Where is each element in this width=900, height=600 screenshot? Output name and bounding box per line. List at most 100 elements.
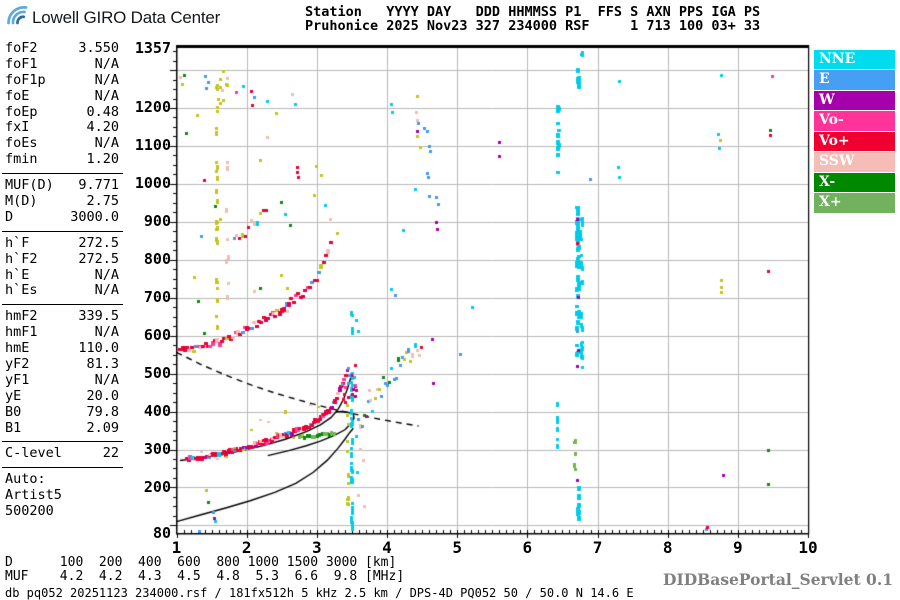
x-tick-label: 1 — [171, 538, 182, 557]
param-row: C-level 22 — [5, 446, 119, 462]
param-label: hmF2 — [5, 308, 38, 325]
giro-logo-icon — [6, 4, 29, 31]
y-tick-label: 1357 — [134, 38, 171, 57]
param-row: foF1p N/A — [5, 71, 119, 89]
x-tick-label: 5 — [452, 538, 462, 557]
param-row: foEp 0.48 — [5, 103, 119, 121]
y-tick-label: 1200 — [134, 98, 171, 117]
measurement-info-line: db pq052 20251123 234000.rsf / 181fx512h… — [5, 586, 634, 600]
param-row: yF1 N/A — [5, 371, 119, 389]
param-value: 0.48 — [86, 103, 119, 120]
param-value: 1.20 — [86, 151, 119, 168]
legend-item-vo: Vo+ — [814, 131, 895, 152]
y-tick-label: 400 — [143, 402, 171, 421]
x-tick-label: 9 — [733, 538, 743, 557]
param-row: foE N/A — [5, 87, 119, 105]
param-label: fmin — [5, 151, 38, 168]
param-label: yE — [5, 387, 22, 404]
param-label: yF1 — [5, 371, 30, 388]
param-row: B1 2.09 — [5, 419, 119, 437]
param-label: h`F — [5, 234, 30, 251]
x-tick-label: 4 — [382, 538, 392, 557]
param-row: yE 20.0 — [5, 387, 119, 405]
param-label: D — [5, 208, 14, 225]
param-value: 20.0 — [86, 387, 119, 404]
param-value: 339.5 — [78, 308, 119, 325]
brand-title: Lowell GIRO Data Center — [32, 7, 221, 27]
panel-separator — [2, 226, 123, 236]
panel-separator — [2, 462, 123, 472]
x-tick-label: 6 — [522, 538, 533, 557]
param-label: MUF(D) — [5, 177, 54, 194]
legend-item-x: X- — [814, 172, 895, 193]
x-tick-label: 7 — [592, 538, 603, 557]
panel-separator — [2, 168, 123, 178]
param-row: yF2 81.3 — [5, 356, 119, 373]
param-row: hmE 110.0 — [5, 340, 119, 357]
param-row: foF2 3.550 — [5, 40, 119, 57]
param-row: hmF1 N/A — [5, 324, 119, 341]
param-label: Artist5 — [5, 487, 62, 504]
servlet-version-label: DIDBasePortal_Servlet 0.1 — [663, 570, 893, 589]
param-label: foF1p — [5, 71, 46, 88]
x-tick-label: 8 — [662, 538, 673, 557]
x-tick-label: 10 — [798, 538, 818, 557]
param-row: foF1 N/A — [5, 55, 119, 73]
y-tick-label: 900 — [143, 212, 171, 231]
param-label: foEp — [5, 103, 38, 120]
param-label: foF2 — [5, 40, 38, 56]
param-value: 272.5 — [78, 234, 119, 251]
param-label: h`F2 — [5, 250, 38, 267]
param-label: h`E — [5, 266, 30, 283]
legend-item-nne: NNE — [814, 50, 895, 70]
y-tick-label: 80 — [152, 523, 171, 542]
param-value: 81.3 — [86, 356, 119, 373]
y-tick-label: 700 — [143, 288, 171, 307]
y-tick-label: 1000 — [134, 174, 171, 193]
param-row: h`F 272.5 — [5, 234, 119, 252]
param-label: yF2 — [5, 356, 30, 373]
param-label: B1 — [5, 419, 22, 436]
panel-separator — [2, 299, 123, 309]
param-value: N/A — [94, 55, 119, 72]
param-value: 272.5 — [78, 250, 119, 267]
y-tick-label: 200 — [143, 477, 171, 496]
param-row: 500200 — [5, 503, 119, 520]
legend-item-e: E — [814, 70, 895, 90]
param-label: Auto: — [5, 471, 46, 488]
y-tick-label: 600 — [143, 326, 171, 345]
param-label: foF1 — [5, 55, 38, 72]
param-row: fxI 4.20 — [5, 120, 119, 136]
station-header-line1: Station YYYY DAY DDD HHMMSS P1 FFS S AXN… — [305, 4, 761, 20]
param-row: hmF2 339.5 — [5, 308, 119, 325]
param-row: h`Es N/A — [5, 283, 119, 299]
param-value: 3.550 — [78, 40, 119, 56]
param-label: foEs — [5, 135, 38, 152]
param-value: 2.75 — [86, 193, 119, 210]
param-row: Auto: — [5, 471, 119, 488]
param-value: 3000.0 — [70, 208, 119, 225]
station-header: Station YYYY DAY DDD HHMMSS P1 FFS S AXN… — [305, 5, 760, 33]
param-value: N/A — [94, 87, 119, 104]
param-value: 79.8 — [86, 403, 119, 420]
param-label: hmE — [5, 340, 30, 357]
param-row: Artist5 — [5, 487, 119, 504]
muf-row: MUF 4.2 4.2 4.3 4.5 4.8 5.3 6.6 9.8 [MHz… — [5, 569, 405, 584]
distance-row: D 100 200 400 600 800 1000 1500 3000 [km… — [5, 555, 397, 570]
param-value: N/A — [94, 282, 119, 299]
param-label: fxI — [5, 119, 30, 136]
parameter-panel: foF2 3.550 foF1 N/A foF1p N/A foE N/A foEp 0.48 fx… — [2, 40, 123, 520]
param-label: h`Es — [5, 282, 38, 299]
param-label: hmF1 — [5, 324, 38, 341]
param-value: N/A — [94, 135, 119, 152]
x-tick-label: 2 — [241, 538, 252, 557]
y-tick-label: 500 — [143, 364, 171, 383]
param-row: foEs N/A — [5, 135, 119, 152]
param-row: h`F2 272.5 — [5, 250, 119, 268]
legend-item-vo: Vo- — [814, 111, 895, 131]
param-row: h`E N/A — [5, 266, 119, 284]
param-label: C-level — [5, 445, 62, 462]
panel-separator — [2, 436, 123, 446]
param-label: B0 — [5, 403, 22, 420]
